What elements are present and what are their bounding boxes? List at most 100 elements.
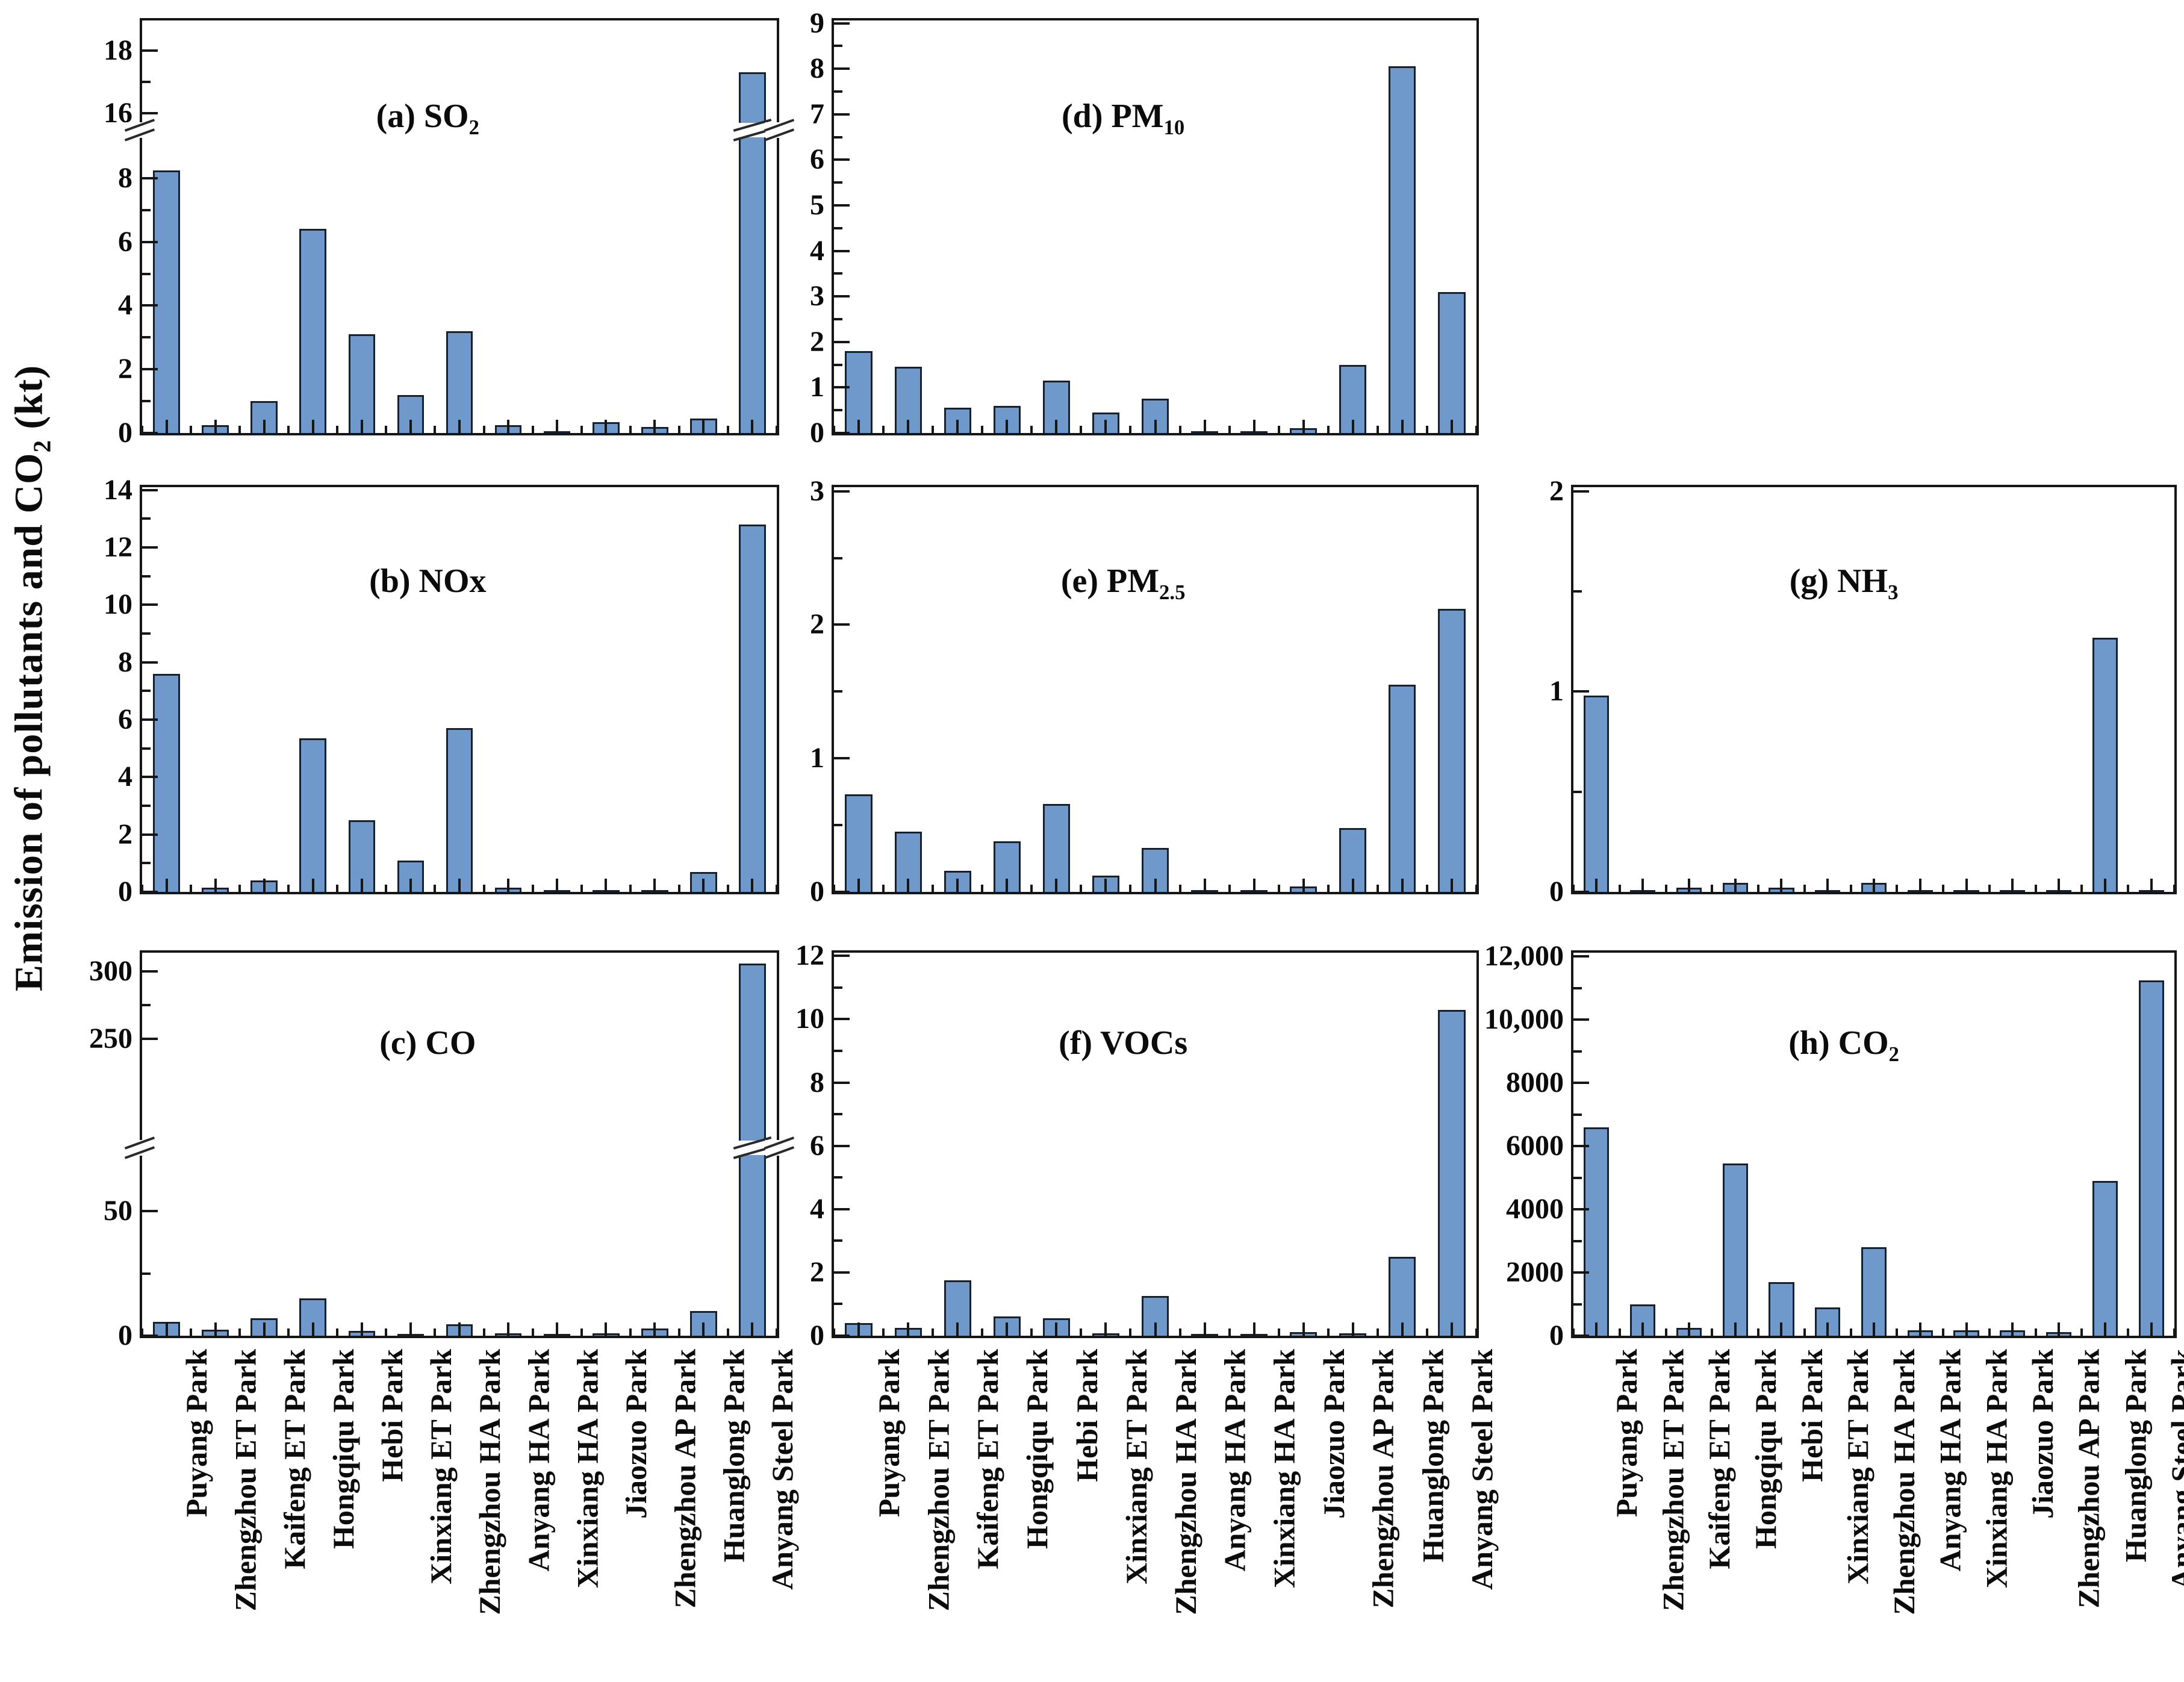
bar-d-13 [1438,291,1466,433]
y-tick-label: 0 [118,1319,132,1351]
chart-panel-c: (c) CO 0 50 250 300 [89,950,795,1350]
x-category-label: Xinxiang ET Park [1841,1349,1875,1584]
x-boundary-tick [2127,885,2130,892]
x-center-tick [360,1322,363,1336]
x-boundary-tick [1988,1328,1991,1336]
x-category-label: Anyang Steel Park [1464,1349,1499,1590]
y-minor-tick [834,181,842,184]
panel-title-f: (f) VOCs [1059,1024,1187,1062]
y-major-tick [142,718,158,721]
x-boundary-tick [238,885,241,892]
y-minor-tick [1573,1050,1582,1053]
x-center-tick [2011,1322,2014,1336]
x-center-tick [907,420,910,433]
x-boundary-tick [238,1328,241,1336]
x-boundary-tick [1228,426,1231,433]
chart-panel-g: (g) NH3 0 1 2 [1549,476,2177,906]
chart-panel-b: (b) NOx 0 2 4 6 8 10 12 14 [104,475,779,906]
x-category-label: Xinxiang HA Park [1979,1349,2014,1589]
x-center-tick [1780,879,1783,892]
x-center-tick [1873,1322,1875,1336]
x-boundary-tick [629,426,632,433]
y-tick-label: 14 [104,473,132,506]
x-category-label: Hongqiqu Park [326,1349,360,1550]
y-tick-label: 6 [118,703,132,736]
x-center-tick [556,1322,559,1336]
x-center-tick [1252,1322,1255,1336]
y-minor-tick [142,862,151,865]
y-major-tick [1573,1335,1589,1337]
x-category-label: Hebi Park [1069,1349,1104,1482]
x-center-tick [263,420,266,433]
x-center-tick [311,420,314,433]
x-category-label: Anyang HA Park [1218,1349,1252,1572]
x-center-tick [1203,420,1206,433]
x-center-tick [458,1322,461,1336]
x-center-tick [751,1322,754,1336]
y-major-tick [1573,1145,1589,1148]
y-major-tick [1573,1082,1589,1085]
x-center-tick [409,1322,412,1336]
y-major-tick [142,891,158,893]
x-boundary-tick [1080,885,1083,892]
x-center-tick [857,420,860,433]
x-boundary-tick [2034,885,2037,892]
bar-d-7 [1141,399,1169,433]
x-center-tick [311,1322,314,1336]
bar-e-1 [845,794,873,892]
x-center-tick [1965,879,1968,892]
x-center-tick [653,420,656,433]
x-boundary-tick [482,1328,485,1336]
x-center-tick [956,420,959,433]
y-minor-tick [834,556,842,559]
x-boundary-tick [434,1328,437,1336]
x-category-label: Xinxiang ET Park [1119,1349,1153,1584]
x-center-tick [311,879,314,892]
x-boundary-tick [1277,1328,1280,1336]
x-center-tick [1252,879,1255,892]
y-minor-tick [1573,1303,1582,1306]
y-tick-label: 3 [810,475,824,507]
x-center-tick [907,1322,910,1336]
bar-a-7 [446,331,473,433]
x-center-tick [1595,879,1598,892]
panel-title-text: (c) CO [379,1024,476,1062]
y-major-tick [1573,1018,1589,1021]
x-boundary-tick [287,1328,290,1336]
x-boundary-tick [2080,885,2083,892]
y-major-tick [834,1018,850,1021]
x-boundary-tick [882,885,885,892]
y-tick-label: 0 [118,876,132,908]
x-center-tick [1302,1322,1305,1336]
x-boundary-tick [1277,885,1280,892]
x-center-tick [1401,879,1404,892]
y-minor-tick [834,317,842,320]
y-tick-label: 4000 [1506,1193,1564,1226]
x-boundary-tick [1376,1328,1379,1336]
x-boundary-tick [531,1328,534,1336]
x-boundary-tick [1803,1328,1806,1336]
y-major-tick [834,1335,850,1337]
y-tick-label: 8000 [1506,1067,1564,1099]
panel-title-text: (h) CO [1788,1024,1889,1062]
x-center-tick [1826,879,1829,892]
x-boundary-tick [287,426,290,433]
bar-e-13 [1438,608,1466,892]
x-center-tick [2150,1322,2153,1336]
x-boundary-tick [1425,426,1428,433]
x-center-tick [214,420,217,433]
x-category-label: Huanglong Park [1415,1349,1449,1563]
axis-break-right [764,118,795,142]
x-center-tick [1450,879,1453,892]
x-category-label: Xinxiang HA Park [1267,1349,1301,1589]
x-center-tick [263,1322,266,1336]
y-major-tick [142,1210,158,1213]
y-major-tick [834,295,850,298]
x-center-tick [214,1322,217,1336]
y-major-tick [142,488,158,491]
x-category-label: Puyang Park [179,1349,214,1518]
y-major-tick [834,67,850,70]
panel-title-text: (g) NH [1789,562,1888,600]
x-center-tick [1203,1322,1206,1336]
x-boundary-tick [141,1328,143,1336]
